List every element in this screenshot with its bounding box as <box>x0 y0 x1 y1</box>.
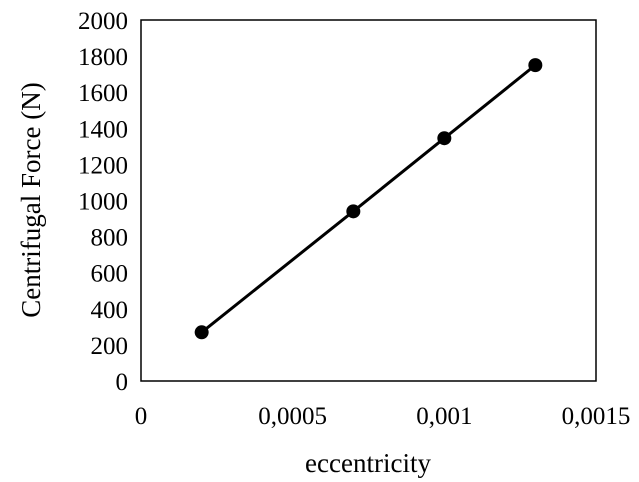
series-line <box>200 63 537 334</box>
data-point <box>346 204 361 219</box>
y-tick-label: 1600 <box>78 80 128 107</box>
data-point <box>194 325 209 340</box>
x-tick-label: 0 <box>135 403 148 430</box>
data-point <box>437 131 452 146</box>
y-axis-title: Centrifugal Force (N) <box>16 82 46 317</box>
y-tick-label: 1200 <box>78 152 128 179</box>
y-tick-label: 1800 <box>78 44 128 71</box>
y-tick-label: 0 <box>116 369 129 396</box>
y-tick-label: 2000 <box>78 8 128 35</box>
y-tick-label: 600 <box>91 261 129 288</box>
x-tick-labels: 0 0,0005 0,001 0,0015 <box>135 403 631 430</box>
x-axis-title: eccentricity <box>305 448 431 478</box>
data-point <box>528 58 543 73</box>
y-tick-label: 800 <box>91 225 129 252</box>
x-tick-label: 0,001 <box>416 403 472 430</box>
y-tick-label: 1400 <box>78 116 128 143</box>
y-tick-labels: 0 200 400 600 800 1000 1200 1400 1600 1800 2000 <box>78 8 128 396</box>
y-tick-label: 1000 <box>78 189 128 216</box>
x-tick-label: 0,0005 <box>258 403 327 430</box>
x-tick-label: 0,0015 <box>562 403 631 430</box>
series-group <box>194 58 543 340</box>
y-tick-label: 400 <box>91 297 129 324</box>
y-tick-label: 200 <box>91 333 129 360</box>
